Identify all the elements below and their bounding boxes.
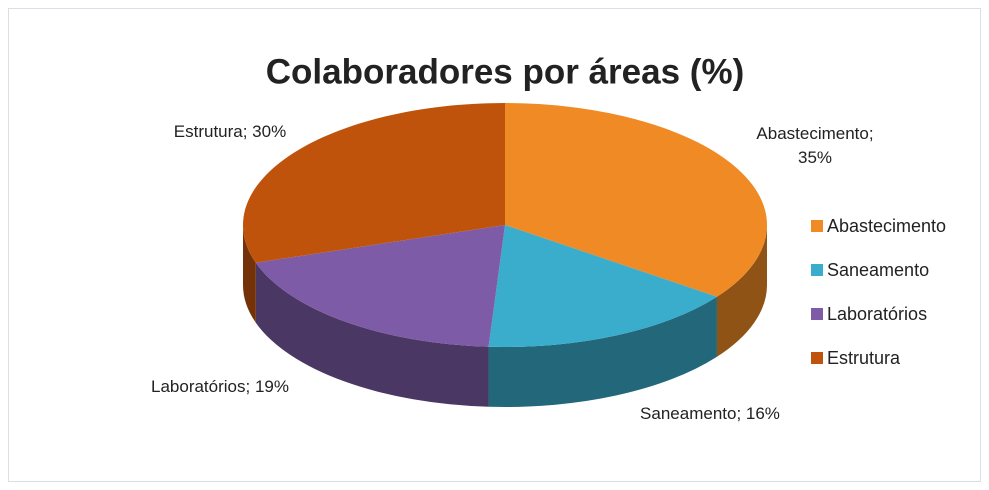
legend-swatch	[811, 308, 823, 320]
data-label: Laboratórios; 19%	[151, 377, 289, 396]
legend-swatch	[811, 264, 823, 276]
slice-side	[243, 225, 256, 323]
slice	[488, 225, 717, 347]
data-label: Abastecimento; 35%	[756, 124, 874, 167]
slice	[255, 225, 505, 347]
slice	[243, 103, 506, 263]
chart-title: Colaboradores por áreas (%)	[266, 52, 744, 91]
data-label: Estrutura; 30%	[173, 122, 287, 141]
legend-label: Estrutura	[827, 348, 901, 368]
slice	[505, 103, 767, 297]
legend-label: Saneamento	[827, 260, 929, 280]
legend-label: Abastecimento	[827, 216, 946, 236]
data-label: Saneamento; 16%	[640, 404, 780, 423]
slice-side	[716, 225, 767, 357]
slice-side	[488, 296, 717, 407]
legend-label: Laboratórios	[827, 304, 927, 324]
legend-swatch	[811, 220, 823, 232]
slice-side	[255, 262, 489, 407]
legend-swatch	[811, 352, 823, 364]
